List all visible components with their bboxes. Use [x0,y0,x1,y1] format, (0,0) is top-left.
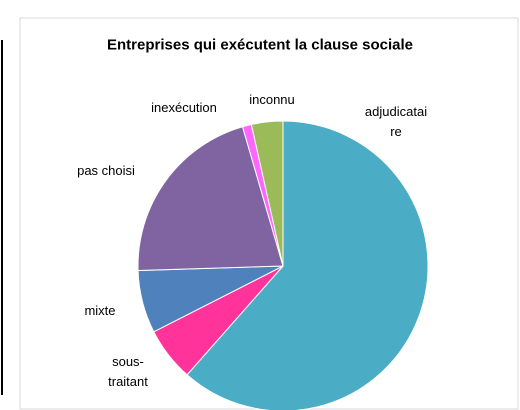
slice-label: inexécution [151,100,217,115]
slice-label: mixte [84,303,116,318]
pie-slice [186,120,429,410]
pie-slice [250,120,284,267]
slice-label: pas choisi [77,163,135,178]
pie [137,120,429,410]
slice-label: inconnu [249,92,295,107]
pie-slice [137,126,284,272]
slice-label: adjudicataire [364,104,428,139]
chart-title: Entreprises qui exécutent la clause soci… [107,36,413,54]
slice-label: sous-traitant [108,354,148,389]
